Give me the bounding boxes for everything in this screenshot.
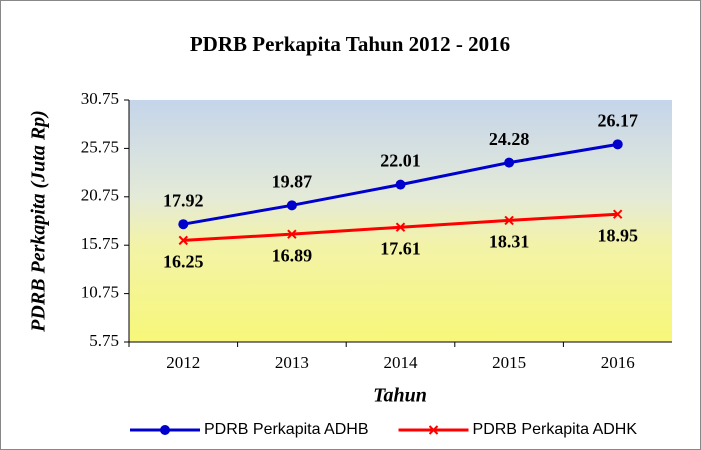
data-label: 22.01 [380,151,421,171]
data-label: 16.25 [163,251,204,271]
legend-label: PDRB Perkapita ADHB [204,421,369,438]
x-tick-label: 2013 [275,353,309,372]
point [395,222,406,232]
point [504,157,515,168]
data-label: 16.89 [272,245,313,265]
chart-title: PDRB Perkapita Tahun 2012 - 2016 [190,32,510,56]
point [612,139,623,150]
y-tick-label: 10.75 [81,283,119,302]
data-label: 19.87 [272,171,313,191]
point [504,215,514,226]
point [178,219,189,230]
data-label: 24.28 [489,129,530,149]
y-tick-label: 20.75 [81,186,119,205]
data-label: 17.92 [163,190,204,210]
point [287,229,297,239]
point [612,209,623,219]
y-axis-label: PDRB Perkapita (Juta Rp) [28,110,50,333]
x-tick-label: 2012 [166,353,200,372]
legend-marker [428,425,439,435]
point [286,200,297,211]
y-tick-label: 5.75 [89,331,119,350]
x-tick-label: 2014 [384,353,419,372]
data-label: 18.95 [597,225,638,245]
data-label: 26.17 [597,110,638,130]
legend-marker [160,425,170,435]
y-tick-label: 15.75 [81,234,119,253]
x-axis-label: Tahun [373,385,427,407]
point [178,235,189,246]
x-tick-label: 2016 [601,353,635,372]
data-label: 18.31 [489,232,530,252]
x-tick-label: 2015 [492,353,526,372]
plot-background [129,100,672,342]
point [395,179,406,190]
y-tick-label: 30.75 [81,89,119,108]
legend-label: PDRB Perkapita ADHK [473,421,638,438]
data-label: 17.61 [380,238,421,258]
y-tick-label: 25.75 [81,137,119,156]
